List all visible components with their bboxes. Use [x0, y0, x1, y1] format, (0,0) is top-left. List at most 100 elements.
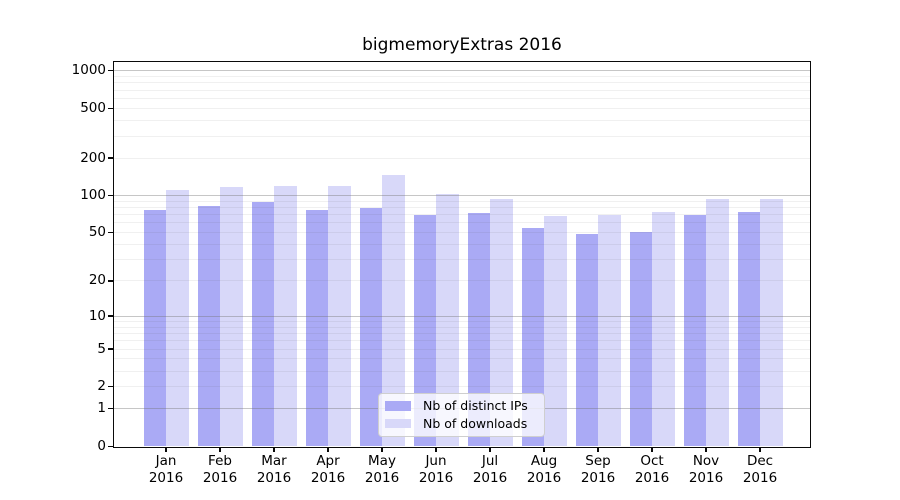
- gridline-minor: [114, 120, 810, 122]
- bar-downloads-oct: [652, 212, 675, 447]
- x-tick-mark: [381, 447, 383, 452]
- x-tick-mark: [759, 447, 761, 452]
- gridline-minor: [114, 135, 810, 137]
- y-tick-mark: [108, 70, 114, 72]
- y-tick-mark: [108, 348, 114, 350]
- legend-swatch-downloads: [385, 418, 411, 428]
- x-tick-mark: [705, 447, 707, 452]
- y-tick-label: 20: [88, 272, 106, 289]
- y-tick-label: 2: [97, 378, 106, 395]
- bar-ips-mar: [251, 202, 274, 447]
- y-tick-label: 50: [88, 224, 106, 241]
- gridline-minor: [114, 98, 810, 100]
- x-tick-label: Jul 2016: [472, 453, 508, 486]
- y-tick-mark: [108, 408, 114, 410]
- gridline-minor: [114, 232, 810, 234]
- y-tick-mark: [108, 194, 114, 197]
- bar-ips-sep: [575, 233, 598, 447]
- x-tick-mark: [597, 447, 599, 452]
- gridline-minor: [114, 107, 810, 109]
- gridline-minor: [114, 386, 810, 388]
- gridline-minor: [114, 348, 810, 350]
- legend: Nb of distinct IPs Nb of downloads: [378, 393, 545, 437]
- y-tick-label: 200: [80, 149, 106, 166]
- gridline-minor: [114, 207, 810, 209]
- gridline-minor: [114, 280, 810, 282]
- y-tick-label: 5: [97, 340, 106, 357]
- x-tick-label: Nov 2016: [688, 453, 724, 486]
- legend-label-downloads: Nb of downloads: [423, 415, 528, 431]
- y-tick-label: 0: [97, 438, 106, 454]
- bar-ips-feb: [197, 205, 220, 447]
- bar-downloads-jan: [166, 190, 189, 447]
- x-tick-mark: [327, 447, 329, 452]
- gridline-minor: [114, 244, 810, 246]
- legend-item-distinct-ips: Nb of distinct IPs: [385, 397, 544, 415]
- bar-ips-dec: [737, 211, 760, 447]
- y-tick-label: 1000: [71, 62, 106, 79]
- bar-downloads-feb: [220, 186, 243, 447]
- legend-label-distinct-ips: Nb of distinct IPs: [423, 398, 528, 414]
- x-tick-label: Apr 2016: [310, 453, 346, 486]
- bar-ips-jun: [413, 215, 436, 447]
- bar-downloads-jul: [490, 199, 513, 447]
- y-tick-mark: [108, 445, 114, 448]
- bar-ips-oct: [629, 231, 652, 447]
- bar-ips-nov: [683, 215, 706, 447]
- gridline-minor: [114, 222, 810, 224]
- gridline-major: [114, 70, 810, 72]
- gridline-minor: [114, 358, 810, 360]
- x-tick-label: Dec 2016: [742, 453, 778, 486]
- legend-item-downloads: Nb of downloads: [385, 415, 544, 433]
- gridline-minor: [114, 340, 810, 342]
- gridline-major: [114, 195, 810, 197]
- gridline-major: [114, 315, 810, 317]
- bar-downloads-apr: [328, 185, 351, 447]
- x-tick-label: Aug 2016: [526, 453, 562, 486]
- x-tick-label: Oct 2016: [634, 453, 670, 486]
- legend-swatch-distinct-ips: [385, 401, 411, 411]
- x-tick-label: Jun 2016: [418, 453, 454, 486]
- bar-downloads-mar: [274, 185, 297, 447]
- gridline-minor: [114, 332, 810, 334]
- gridline-minor: [114, 82, 810, 84]
- y-tick-mark: [108, 280, 114, 282]
- gridline-minor: [114, 157, 810, 159]
- y-tick-mark: [108, 232, 114, 234]
- x-tick-mark: [219, 447, 221, 452]
- bar-ips-jul: [467, 213, 490, 447]
- y-tick-label: 10: [88, 307, 106, 324]
- x-tick-label: Mar 2016: [256, 453, 292, 486]
- x-tick-mark: [543, 447, 545, 452]
- x-tick-label: May 2016: [364, 453, 400, 486]
- x-tick-mark: [273, 447, 275, 452]
- bar-ips-may: [359, 208, 382, 447]
- y-tick-mark: [108, 157, 114, 159]
- x-tick-mark: [651, 447, 653, 452]
- x-tick-label: Jan 2016: [148, 453, 184, 486]
- x-tick-mark: [165, 447, 167, 452]
- bar-ips-apr: [305, 209, 328, 447]
- y-tick-label: 1: [97, 400, 106, 417]
- y-tick-mark: [108, 386, 114, 388]
- gridline-minor: [114, 370, 810, 372]
- y-tick-mark: [108, 315, 114, 317]
- gridline-minor: [114, 76, 810, 78]
- y-tick-label: 500: [80, 99, 106, 116]
- bar-downloads-nov: [706, 199, 729, 447]
- bar-downloads-dec: [760, 199, 783, 447]
- bar-ips-aug: [521, 227, 544, 447]
- gridline-minor: [114, 214, 810, 216]
- bar-downloads-jun: [436, 194, 459, 447]
- bar-downloads-sep: [598, 214, 621, 447]
- gridline-minor: [114, 200, 810, 202]
- gridline-minor: [114, 259, 810, 261]
- gridline-minor: [114, 89, 810, 91]
- chart-title: bigmemoryExtras 2016: [362, 35, 562, 55]
- bar-downloads-aug: [544, 216, 567, 447]
- gridline-minor: [114, 320, 810, 322]
- x-tick-label: Feb 2016: [202, 453, 238, 486]
- bar-downloads-may: [382, 174, 405, 447]
- x-tick-mark: [489, 447, 491, 452]
